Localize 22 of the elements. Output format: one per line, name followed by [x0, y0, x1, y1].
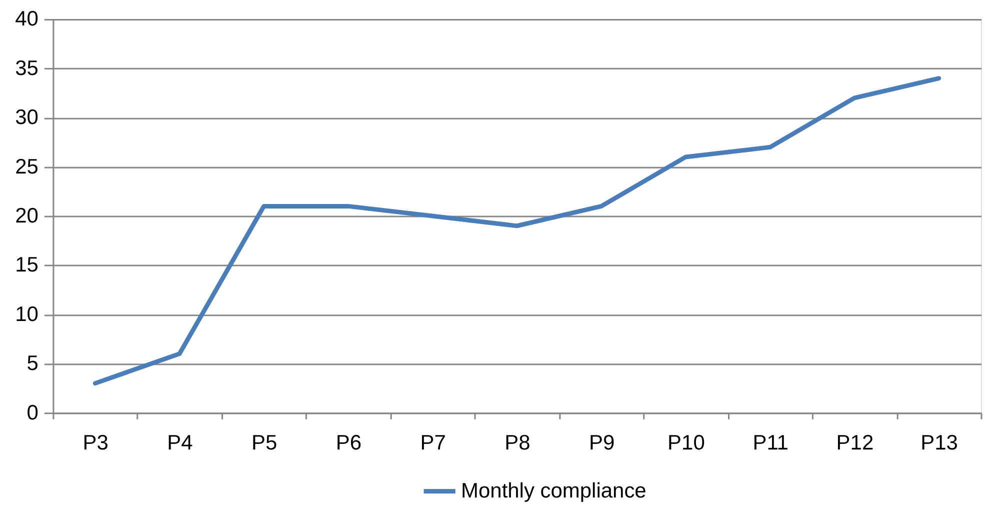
- legend-label: Monthly compliance: [461, 479, 646, 502]
- x-tick-label: P11: [752, 431, 788, 454]
- x-tick-label: P3: [82, 431, 108, 454]
- x-tick-label: P6: [336, 431, 362, 454]
- x-tick-label: P9: [589, 431, 615, 454]
- x-tick-label: P4: [167, 431, 194, 454]
- x-tick-label: P5: [252, 431, 278, 454]
- x-tick-label: P8: [504, 431, 530, 454]
- x-tick-label: P12: [836, 431, 874, 454]
- y-tick-label: 10: [15, 302, 38, 326]
- y-tick-label: 0: [26, 401, 38, 424]
- y-tick-label: 30: [15, 106, 38, 130]
- y-tick-label: 5: [26, 352, 38, 376]
- y-tick-label: 25: [15, 155, 38, 178]
- x-tick-label: P13: [920, 431, 958, 454]
- x-tick-label: P10: [668, 431, 705, 454]
- y-tick-label: 20: [15, 204, 38, 228]
- y-tick-label: 15: [15, 254, 38, 277]
- x-tick-label: P7: [420, 431, 446, 454]
- y-tick-label: 35: [15, 56, 38, 80]
- y-tick-label: 40: [15, 8, 38, 31]
- line-series: [92, 76, 942, 386]
